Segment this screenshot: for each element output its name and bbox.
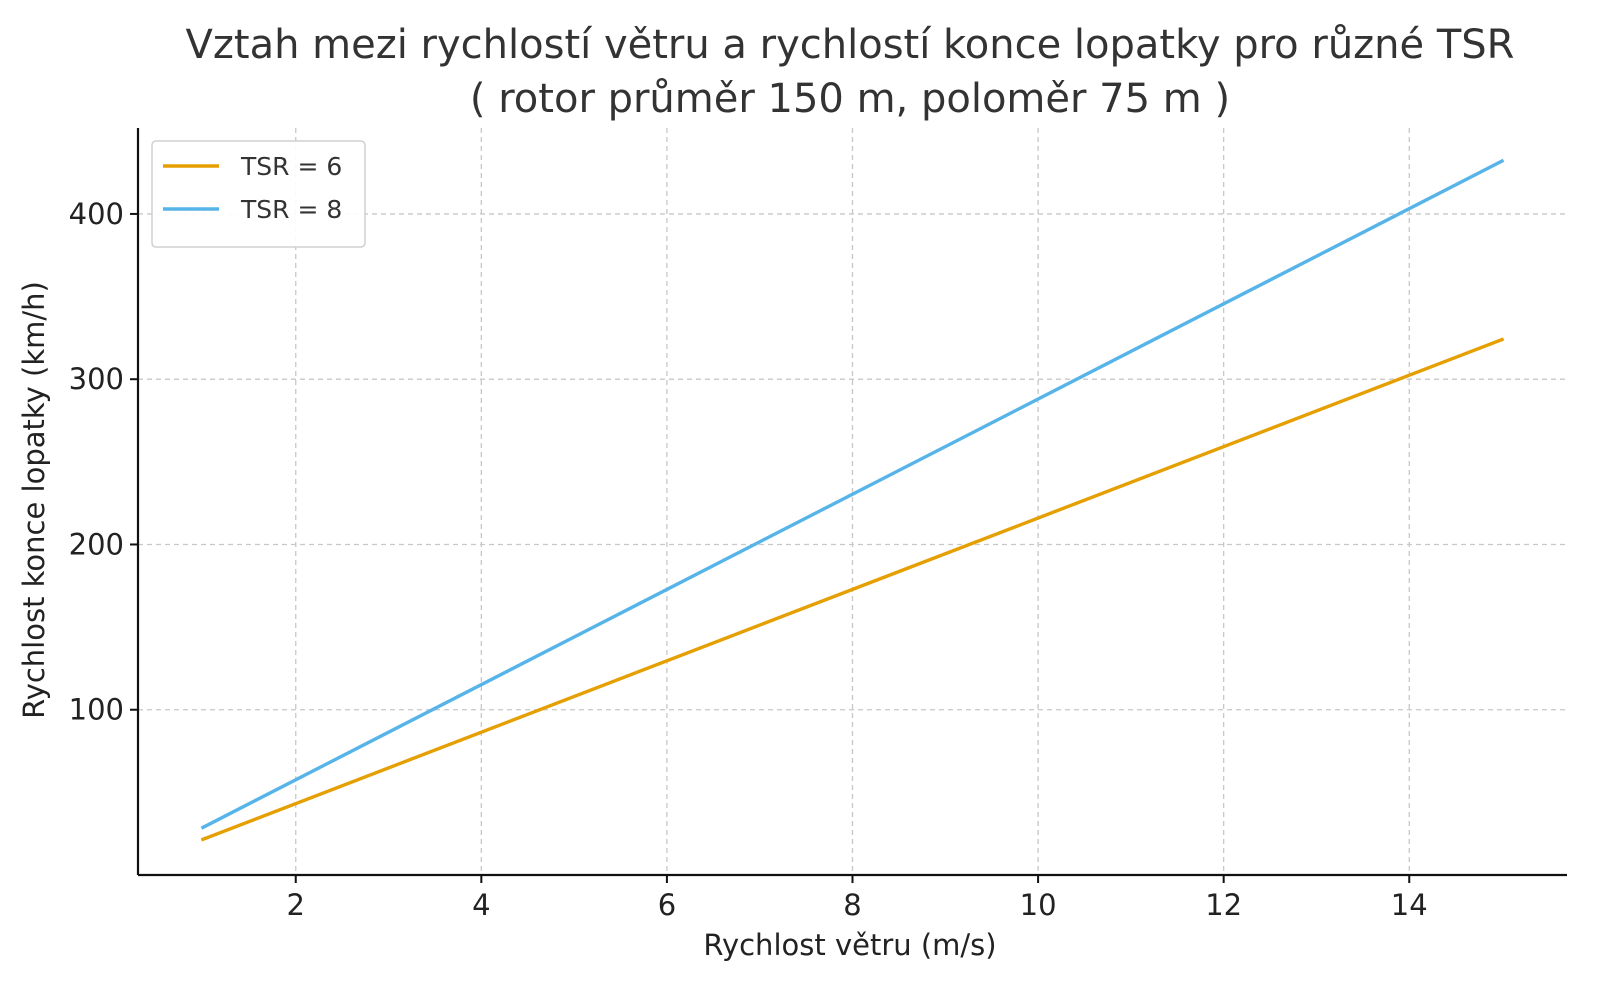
chart-title: Vztah mezi rychlostí větru a rychlostí k…	[186, 22, 1515, 68]
legend-label: TSR = 6	[240, 152, 342, 181]
y-axis-label: Rychlost konce lopatky (km/h)	[17, 281, 51, 719]
x-tick-label: 4	[472, 888, 490, 922]
y-tick-label: 100	[69, 693, 124, 727]
series-line-2	[200, 158, 1505, 830]
y-tick-label: 300	[69, 362, 124, 396]
x-tick-label: 2	[287, 888, 305, 922]
x-tick-label: 8	[843, 888, 861, 922]
legend: TSR = 6 TSR = 8	[151, 140, 366, 248]
x-axis-label: Rychlost větru (m/s)	[703, 928, 996, 962]
x-tick-label: 10	[1020, 888, 1057, 922]
x-tick-label: 14	[1391, 888, 1428, 922]
grid	[138, 128, 1567, 875]
y-tick-label: 200	[69, 527, 124, 561]
legend-label: TSR = 8	[240, 195, 342, 224]
series-line-1	[200, 337, 1505, 842]
series-lines	[200, 158, 1505, 842]
x-tick-label: 12	[1205, 888, 1242, 922]
tick-labels: 2 4 6 8 10 12 14 100 200 300 400	[69, 197, 1428, 922]
y-tick-label: 400	[69, 197, 124, 231]
axes	[130, 128, 1567, 883]
chart-subtitle: ( rotor průměr 150 m, poloměr 75 m )	[470, 76, 1230, 122]
x-tick-label: 6	[658, 888, 676, 922]
